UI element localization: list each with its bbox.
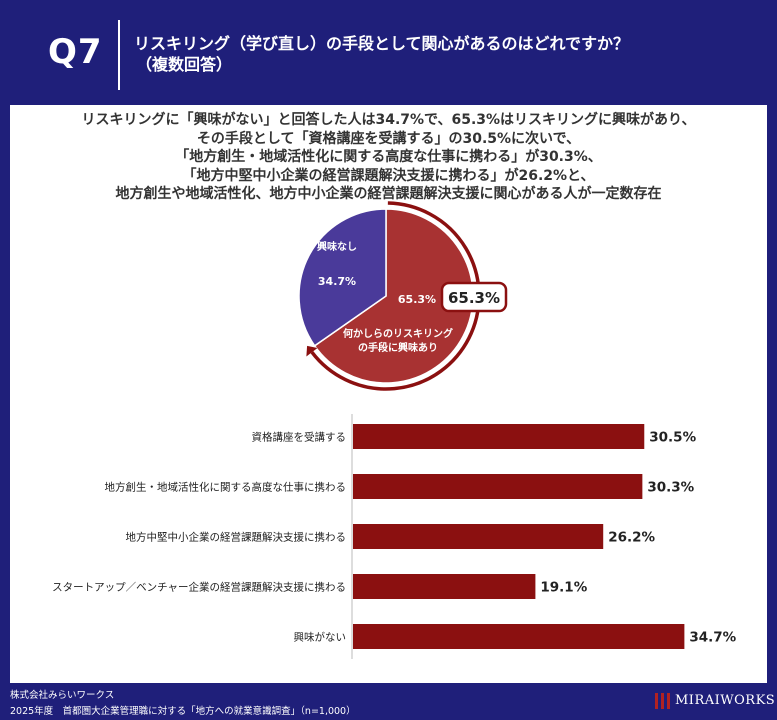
bar-category-label: 地方創生・地域活性化に関する高度な仕事に携わる <box>105 481 347 494</box>
pie-callout-box <box>440 281 508 313</box>
bar <box>353 524 604 549</box>
company-name: 株式会社みらいワークス <box>10 690 115 701</box>
summary-line: 「地方創生・地域活性化に関する高度な仕事に携わる」が30.3%、 <box>175 149 602 165</box>
question-title-line1: リスキリング（学び直し）の手段として関心があるのはどれですか？ <box>134 34 630 53</box>
header-divider <box>118 20 120 90</box>
bar-value-label: 34.7% <box>689 630 736 646</box>
question-title-line2: （複数回答） <box>136 55 233 74</box>
pie-arrow-head <box>306 345 318 357</box>
logo-mark-icon <box>655 693 671 709</box>
bar-chart: 資格講座を受講する 30.5% 地方創生・地域活性化に関する高度な仕事に携わる 30.… <box>52 414 737 659</box>
bar <box>353 624 685 649</box>
bar-value-label: 19.1% <box>540 580 587 596</box>
footer: 株式会社みらいワークス 2025年度 首都圏大企業管理職に対する「地方への就業意… <box>0 683 777 720</box>
survey-source: 2025年度 首都圏大企業管理職に対する「地方への就業意識調査」（n=1,000… <box>10 706 356 717</box>
bar-category-label: 資格講座を受講する <box>252 431 347 444</box>
bar-value-label: 26.2% <box>608 530 655 546</box>
pie-callout-label: 65.3% <box>448 289 500 307</box>
summary-line: その手段として「資格講座を受講する」の30.5%に次いで、 <box>196 130 581 147</box>
bar-category-label: 興味がない <box>294 631 347 644</box>
summary-line: リスキリングに「興味がない」と回答した人は34.7%で、65.3%はリスキリング… <box>81 112 696 128</box>
pie-value-label: 34.7% <box>318 275 356 288</box>
pie-slice-label: 興味なし <box>317 240 357 253</box>
pie-slice <box>298 208 387 347</box>
pie-value-label: 65.3% <box>398 293 436 306</box>
bar-category-label: スタートアップ／ベンチャー企業の経営課題解決支援に携わる <box>52 581 346 594</box>
summary-line: 「地方中堅中小企業の経営課題解決支援に携わる」が26.2%と、 <box>182 167 595 184</box>
bar <box>353 574 536 599</box>
question-number: Q7 <box>48 32 103 72</box>
pie-slice <box>313 208 474 384</box>
pie-arrow-arc <box>310 201 481 391</box>
header: Q7 リスキリング（学び直し）の手段として関心があるのはどれですか？ （複数回答… <box>0 0 777 105</box>
bar-category-label: 地方中堅中小企業の経営課題解決支援に携わる <box>126 531 347 544</box>
bar-value-label: 30.3% <box>647 480 694 496</box>
summary-line: 地方創生や地域活性化、地方中小企業の経営課題解決支援に関心がある人が一定数存在 <box>115 186 662 202</box>
pie-slice-label: の手段に興味あり <box>358 341 438 354</box>
bar <box>353 474 643 499</box>
bar <box>353 424 645 449</box>
logo-text: MIRAIWORKS <box>675 693 776 708</box>
summary-text: リスキリングに「興味がない」と回答した人は34.7%で、65.3%はリスキリング… <box>10 111 767 204</box>
main-panel: リスキリングに「興味がない」と回答した人は34.7%で、65.3%はリスキリング… <box>10 105 767 683</box>
bar-value-label: 30.5% <box>649 430 696 446</box>
question-title: リスキリング（学び直し）の手段として関心があるのはどれですか？ （複数回答） <box>134 33 734 75</box>
pie-slice-label: 何かしらのリスキリング <box>343 327 453 340</box>
